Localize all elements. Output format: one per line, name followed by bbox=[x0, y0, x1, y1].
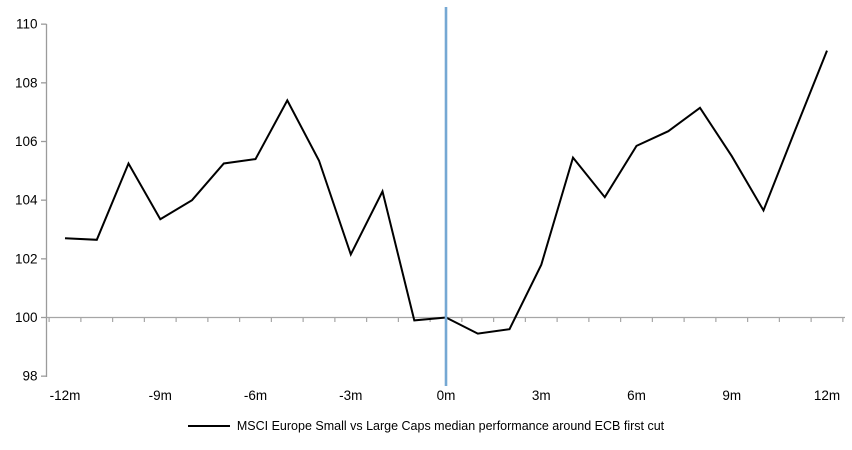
x-tick-label: 12m bbox=[814, 388, 840, 403]
x-tick-label: 9m bbox=[722, 388, 741, 403]
legend-line-swatch bbox=[187, 425, 230, 427]
y-tick-label: 106 bbox=[15, 134, 38, 149]
legend-series-label: MSCI Europe Small vs Large Caps median p… bbox=[236, 419, 665, 433]
x-tick-label: -12m bbox=[50, 388, 81, 403]
y-tick-label: 102 bbox=[15, 251, 38, 266]
x-tick-label: -9m bbox=[149, 388, 172, 403]
y-tick-label: 110 bbox=[16, 17, 38, 32]
legend: MSCI Europe Small vs Large Caps median p… bbox=[0, 419, 852, 433]
x-tick-label: -6m bbox=[244, 388, 267, 403]
y-tick-label: 100 bbox=[15, 310, 38, 325]
x-tick-label: 0m bbox=[437, 388, 456, 403]
x-tick-label: 6m bbox=[627, 388, 646, 403]
x-tick-label: 3m bbox=[532, 388, 551, 403]
y-tick-label: 108 bbox=[15, 75, 38, 90]
y-tick-label: 104 bbox=[15, 193, 38, 208]
x-tick-label: -3m bbox=[339, 388, 362, 403]
y-tick-label: 98 bbox=[22, 369, 37, 384]
